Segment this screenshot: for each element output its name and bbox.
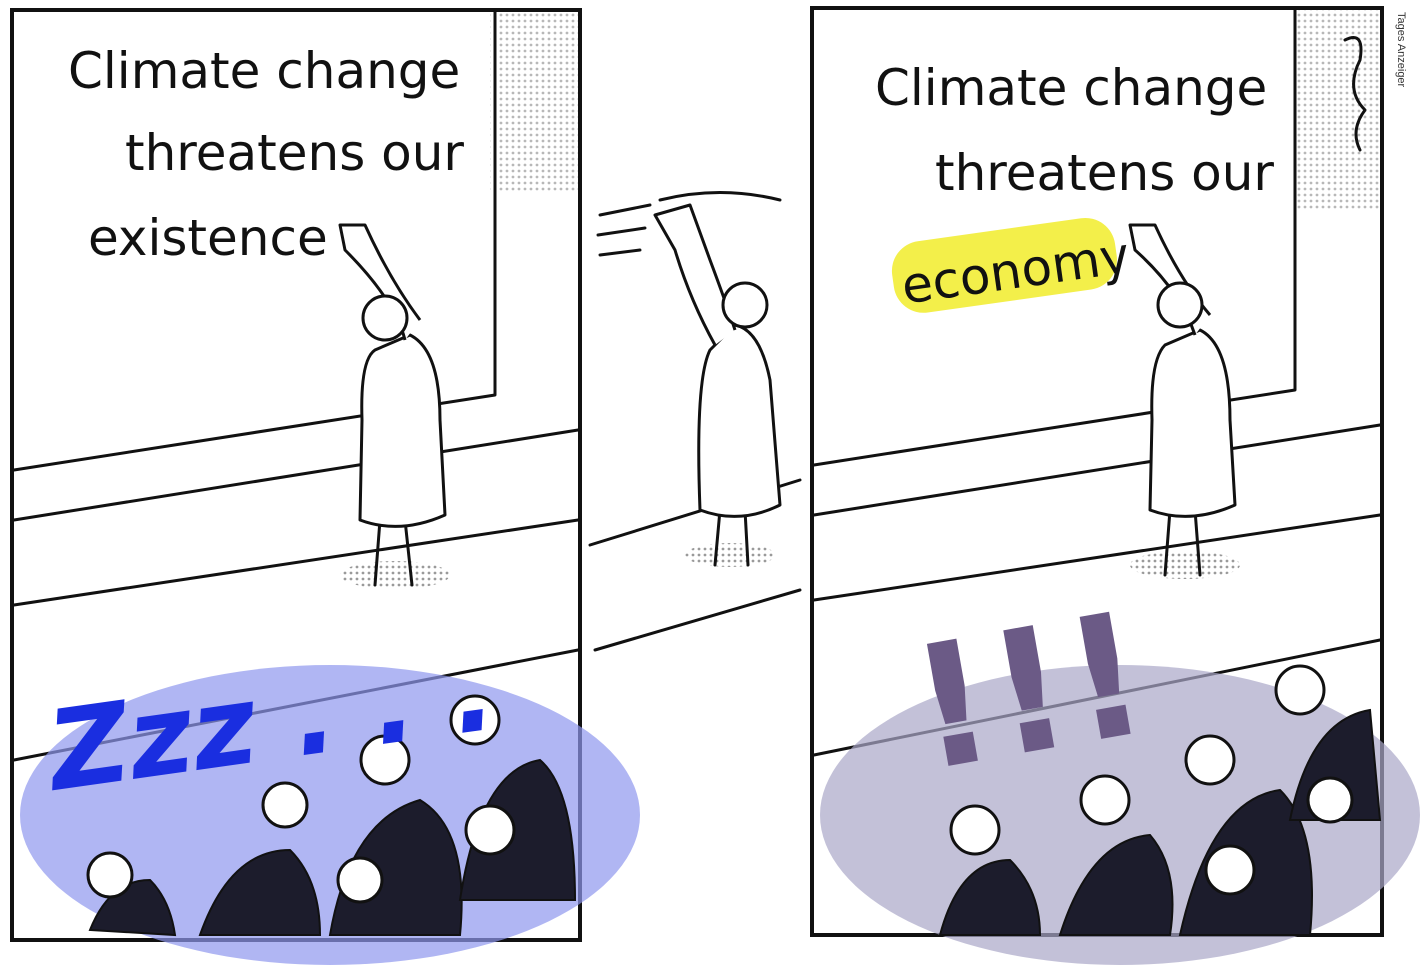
arm [655, 205, 735, 345]
credit: Tages Anzeiger [1395, 12, 1407, 88]
wall-shade [490, 12, 578, 192]
board-text: threatens our [125, 124, 464, 182]
lecturer-coat [699, 325, 780, 516]
middle-scene [590, 193, 800, 651]
panel-right: Climate change threatens our economy !!! [812, 8, 1420, 965]
panel-left: Climate change threatens our existence Z… [12, 10, 640, 965]
shadow [685, 543, 775, 567]
board-text: threatens our [935, 144, 1274, 202]
lecturer-head [723, 283, 767, 327]
board-text: existence [88, 209, 328, 267]
cartoon: Climate change threatens our existence Z… [0, 0, 1420, 975]
wall-shade [1295, 10, 1380, 210]
board-text: Climate change [875, 59, 1267, 117]
board-text: Climate change [68, 42, 460, 100]
reaction-text: !!! [898, 575, 1161, 810]
